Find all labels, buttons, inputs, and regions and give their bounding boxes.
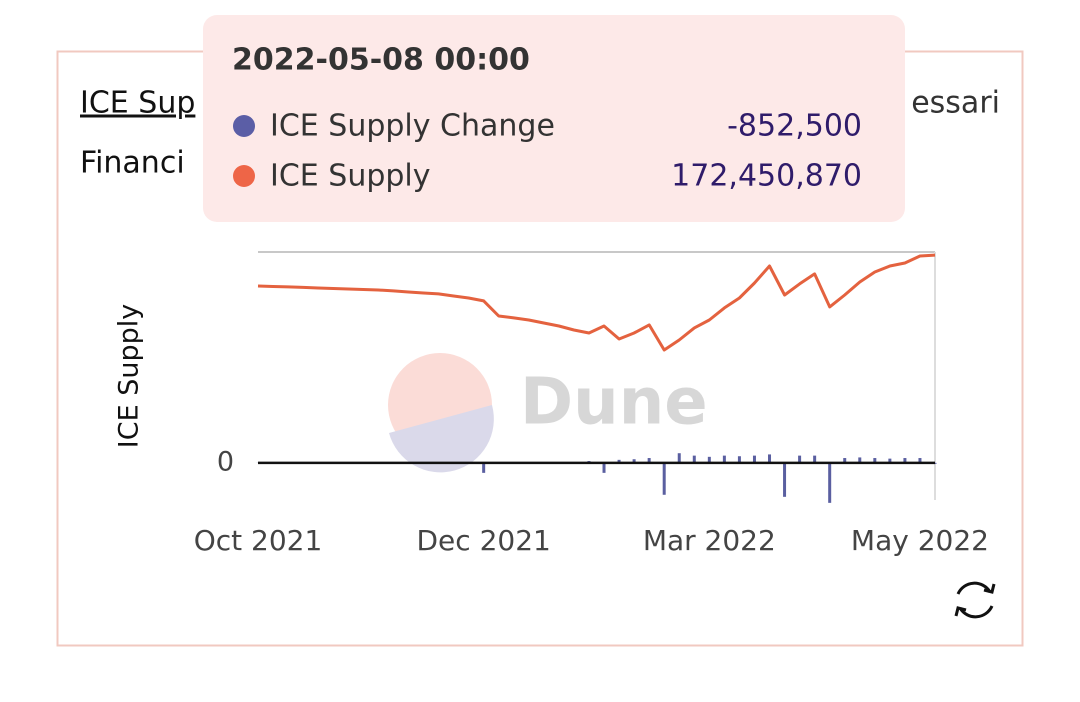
bar	[828, 463, 831, 503]
bar	[783, 463, 786, 497]
tooltip-name: ICE Supply	[270, 159, 431, 194]
tooltip: 2022-05-08 00:00 ICE Supply Change -852,…	[203, 15, 905, 222]
tooltip-value: 172,450,870	[671, 159, 862, 194]
subtitle: Financi	[80, 146, 185, 181]
source: essari	[911, 86, 1000, 121]
tooltip-dot	[233, 165, 255, 187]
bar	[768, 454, 771, 462]
bar	[663, 463, 666, 495]
tooltip-date: 2022-05-08 00:00	[232, 43, 530, 78]
chart-title: ICE Sup	[80, 86, 195, 121]
y-axis-label: ICE Supply	[114, 304, 145, 448]
x-tick-label: Oct 2021	[194, 524, 323, 557]
x-tick-label: Dec 2021	[416, 524, 550, 557]
x-tick-label: May 2022	[851, 524, 989, 557]
tooltip-dot	[233, 115, 255, 137]
bar	[678, 453, 681, 463]
x-tick-label: Mar 2022	[643, 524, 776, 557]
y-tick-label: 0	[217, 446, 234, 477]
bar	[603, 463, 606, 473]
tooltip-name: ICE Supply Change	[270, 109, 555, 144]
tooltip-value: -852,500	[727, 109, 862, 144]
watermark-text: Dune	[520, 366, 708, 440]
bar	[482, 463, 485, 473]
